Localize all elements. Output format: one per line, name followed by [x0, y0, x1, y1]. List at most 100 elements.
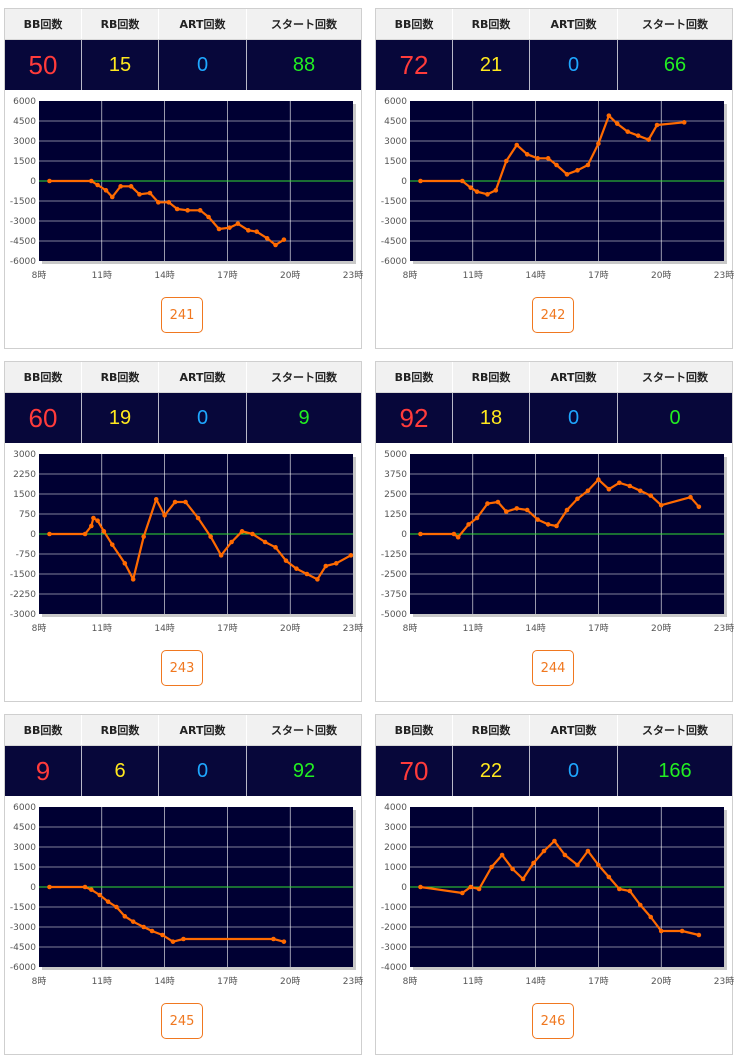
x-tick-label: 14時	[154, 270, 174, 281]
machine-number-button[interactable]: 246	[532, 1003, 574, 1039]
y-tick-label: -1500	[381, 197, 407, 207]
y-tick-label: 0	[30, 530, 36, 540]
data-point	[315, 577, 320, 582]
y-tick-label: 0	[401, 883, 407, 893]
data-point	[499, 852, 505, 858]
data-point	[535, 517, 540, 522]
data-point	[658, 502, 664, 508]
data-point	[273, 242, 278, 248]
bb-header: BB回数	[376, 9, 453, 40]
data-point	[493, 188, 499, 193]
y-tick-label: -3000	[10, 610, 36, 620]
y-tick-label: -3000	[10, 217, 36, 227]
stats-table: BB回数 RB回数 ART回数 スタート回数 60 19 0 9	[5, 362, 361, 443]
balance-chart: 5000 3750 2500 1250 0 -1250 -2500 -3750 -5000 8時 1…	[381, 450, 734, 634]
start-header: スタート回数	[246, 362, 361, 393]
data-point	[216, 226, 222, 232]
data-point	[348, 553, 354, 558]
data-point	[575, 168, 580, 173]
stats-table: BB回数 RB回数 ART回数 スタート回数 72 21 0 66	[376, 9, 732, 90]
data-point	[162, 513, 167, 518]
art-count: 0	[529, 392, 618, 443]
data-point	[304, 571, 310, 577]
data-point	[648, 914, 654, 920]
data-point	[514, 142, 520, 148]
data-point	[122, 561, 128, 566]
data-point	[510, 866, 515, 872]
data-point	[101, 529, 107, 534]
machine-card-243: BB回数 RB回数 ART回数 スタート回数 60 19 0 9 243 3000 2250 1500…	[4, 361, 363, 702]
data-point	[637, 902, 643, 908]
data-point	[646, 137, 651, 142]
rb-header: RB回数	[452, 715, 530, 746]
data-point	[658, 928, 664, 934]
data-point	[596, 862, 601, 868]
x-tick-label: 14時	[525, 976, 545, 987]
y-tick-label: 5000	[384, 450, 407, 460]
data-point	[181, 936, 186, 942]
data-point	[109, 194, 115, 200]
bb-header: BB回数	[376, 715, 453, 746]
machine-number-button[interactable]: 242	[532, 297, 574, 333]
data-point	[246, 228, 251, 233]
data-point	[130, 919, 136, 924]
x-tick-label: 17時	[588, 623, 608, 634]
machine-number-button[interactable]: 243	[161, 650, 203, 686]
data-point	[170, 939, 176, 944]
data-point	[114, 904, 119, 910]
y-tick-label: 0	[401, 177, 407, 187]
bb-count: 9	[5, 745, 82, 796]
data-point	[130, 577, 136, 582]
data-point	[91, 515, 96, 521]
data-point	[95, 182, 100, 188]
data-point	[474, 189, 480, 194]
data-point	[174, 206, 180, 212]
machine-card-245: BB回数 RB回数 ART回数 スタート回数 9 6 0 92 245 6000 4500 3000 1…	[4, 714, 363, 1055]
data-point	[105, 899, 111, 904]
data-point	[688, 494, 693, 500]
machine-number-button[interactable]: 245	[161, 1003, 203, 1039]
data-point	[95, 518, 100, 523]
x-tick-label: 20時	[651, 976, 671, 987]
data-point	[637, 488, 643, 494]
x-tick-label: 11時	[92, 976, 112, 987]
bb-count: 60	[5, 392, 82, 443]
start-count: 92	[246, 745, 361, 796]
art-count: 0	[529, 39, 618, 90]
machine-number-button[interactable]: 244	[532, 650, 574, 686]
rb-count: 6	[81, 745, 159, 796]
data-point	[575, 496, 580, 502]
data-point	[273, 545, 278, 550]
data-point	[596, 141, 601, 146]
data-point	[495, 499, 501, 505]
data-point	[89, 523, 94, 529]
data-point	[627, 888, 633, 894]
y-tick-label: 1000	[384, 863, 407, 873]
y-tick-label: -2500	[381, 570, 407, 580]
data-point	[195, 515, 201, 521]
y-tick-label: -3000	[381, 217, 407, 227]
data-point	[554, 523, 559, 529]
data-point	[89, 178, 94, 184]
y-tick-label: -5000	[381, 610, 407, 620]
y-tick-label: 2000	[384, 843, 407, 853]
data-point	[596, 477, 601, 482]
y-tick-label: -1500	[10, 903, 36, 913]
y-tick-label: -3000	[381, 943, 407, 953]
y-tick-label: -3000	[10, 923, 36, 933]
x-tick-label: 23時	[714, 623, 734, 634]
x-tick-label: 8時	[32, 976, 47, 987]
data-point	[218, 553, 224, 558]
data-point	[545, 522, 551, 527]
data-point	[585, 162, 591, 168]
data-point	[262, 539, 268, 545]
rb-header: RB回数	[81, 362, 159, 393]
bb-count: 92	[376, 392, 453, 443]
y-tick-label: 3750	[384, 470, 407, 480]
data-point	[89, 887, 94, 892]
y-tick-label: 3000	[13, 450, 36, 460]
data-point	[418, 531, 423, 537]
machine-number-button[interactable]: 241	[161, 297, 203, 333]
data-point	[323, 563, 329, 569]
y-tick-label: 1250	[384, 510, 407, 520]
